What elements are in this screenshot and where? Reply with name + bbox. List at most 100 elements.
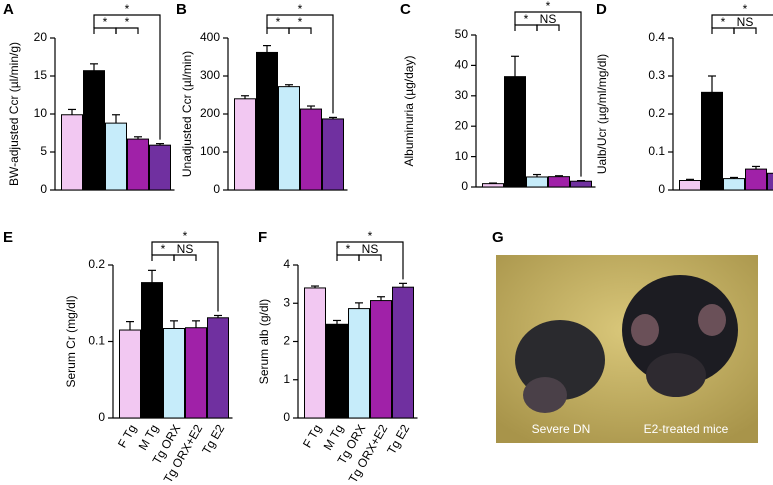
y-tick-label: 1 bbox=[283, 372, 290, 386]
y-tick-label: 10 bbox=[455, 149, 469, 163]
x-tick-label: Tg E2 bbox=[199, 422, 227, 457]
y-tick-label: 4 bbox=[283, 257, 290, 271]
significance-label: * bbox=[161, 242, 166, 256]
bracket bbox=[536, 24, 560, 31]
bar bbox=[163, 327, 185, 419]
bar bbox=[482, 183, 504, 188]
bar bbox=[370, 300, 392, 419]
y-axis-label: Unadjusted Ccr (µl/min) bbox=[180, 51, 194, 177]
bar bbox=[526, 176, 548, 188]
bracket bbox=[151, 241, 219, 312]
significance-label: NS bbox=[177, 242, 194, 256]
y-axis-label: Ualb/Ucr (µg/ml/mg/dl) bbox=[595, 54, 609, 174]
bar bbox=[679, 180, 701, 191]
bar bbox=[207, 317, 229, 419]
y-tick-label: 30 bbox=[455, 88, 469, 102]
bracket bbox=[266, 14, 334, 114]
panel-letter: D bbox=[596, 1, 607, 18]
significance-label: * bbox=[298, 2, 303, 16]
y-axis-label: BW-adjusted Ccr (µl/min/g) bbox=[7, 42, 21, 186]
bar bbox=[105, 122, 127, 191]
y-tick-label: 0 bbox=[98, 410, 105, 424]
y-tick-label: 5 bbox=[40, 144, 47, 158]
bar bbox=[504, 76, 526, 188]
mouse-ear bbox=[698, 304, 726, 336]
bar bbox=[701, 91, 723, 191]
bar bbox=[119, 329, 141, 419]
bar bbox=[322, 118, 344, 191]
bar bbox=[548, 176, 570, 188]
panel-letter: F bbox=[258, 229, 267, 246]
y-tick-label: 0 bbox=[658, 182, 665, 196]
bracket bbox=[288, 27, 312, 34]
bar bbox=[570, 180, 592, 188]
bar bbox=[392, 286, 414, 419]
y-tick-label: 10 bbox=[34, 106, 48, 120]
significance-label: * bbox=[721, 15, 726, 29]
bar bbox=[304, 287, 326, 419]
photo-panel: G Severe DN E2-treated mice bbox=[492, 229, 758, 443]
y-tick-label: 200 bbox=[200, 106, 220, 120]
y-tick-label: 3 bbox=[283, 295, 290, 309]
y-tick-label: 20 bbox=[455, 118, 469, 132]
y-axis-label: Albuminuria (µg/day) bbox=[402, 56, 416, 167]
bracket bbox=[173, 254, 197, 261]
mouse-head bbox=[646, 353, 706, 397]
bracket bbox=[358, 254, 382, 261]
y-tick-label: 0.1 bbox=[648, 144, 665, 158]
bracket bbox=[514, 11, 582, 177]
bar bbox=[127, 138, 149, 191]
photo-label: Severe DN bbox=[532, 422, 591, 436]
significance-label: * bbox=[298, 15, 303, 29]
y-tick-label: 0.2 bbox=[648, 106, 665, 120]
bar bbox=[767, 172, 773, 191]
y-tick-label: 0 bbox=[461, 179, 468, 193]
significance-label: * bbox=[125, 2, 130, 16]
y-tick-label: 0 bbox=[283, 410, 290, 424]
bar bbox=[83, 70, 105, 191]
y-tick-label: 0.3 bbox=[648, 68, 665, 82]
bar bbox=[348, 308, 370, 419]
significance-label: * bbox=[125, 15, 130, 29]
significance-label: * bbox=[546, 0, 551, 13]
significance-label: NS bbox=[737, 15, 754, 29]
bracket bbox=[93, 14, 161, 140]
panel-letter: C bbox=[400, 1, 411, 18]
bar bbox=[61, 114, 83, 191]
y-axis-label: Serum Cr (mg/dl) bbox=[64, 295, 78, 387]
y-axis-label: Serum alb (g/dl) bbox=[257, 299, 271, 384]
y-tick-label: 400 bbox=[200, 30, 220, 44]
significance-label: NS bbox=[362, 242, 379, 256]
bar bbox=[149, 144, 171, 191]
bracket bbox=[336, 241, 404, 280]
panel-letter: G bbox=[492, 229, 504, 246]
y-tick-label: 0 bbox=[213, 182, 220, 196]
bar bbox=[185, 327, 207, 419]
significance-label: * bbox=[276, 15, 281, 29]
bar bbox=[326, 323, 348, 419]
significance-label: * bbox=[368, 229, 373, 243]
y-tick-label: 40 bbox=[455, 58, 469, 72]
bar bbox=[300, 108, 322, 191]
mouse bbox=[622, 275, 738, 385]
mouse-head bbox=[523, 377, 567, 413]
panel-letter: B bbox=[176, 1, 187, 18]
y-tick-label: 0 bbox=[40, 182, 47, 196]
y-tick-label: 0.1 bbox=[88, 334, 105, 348]
significance-label: * bbox=[103, 15, 108, 29]
bar bbox=[256, 51, 278, 191]
significance-label: * bbox=[743, 2, 748, 16]
significance-label: * bbox=[346, 242, 351, 256]
bracket bbox=[115, 27, 139, 34]
y-tick-label: 0.2 bbox=[88, 257, 105, 271]
significance-label: * bbox=[524, 12, 529, 26]
y-tick-label: 0.4 bbox=[648, 30, 665, 44]
photo-label: E2-treated mice bbox=[644, 422, 729, 436]
y-tick-label: 15 bbox=[34, 68, 48, 82]
